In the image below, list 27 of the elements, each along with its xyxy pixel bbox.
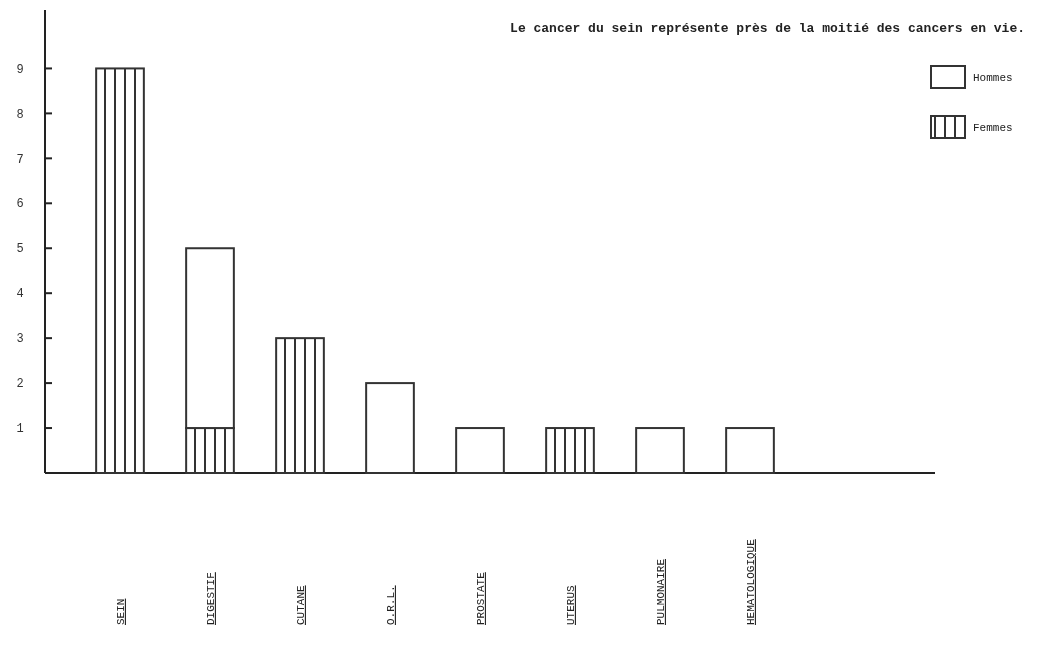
y-tick-label: 1 [16,422,24,437]
y-tick-label: 3 [16,332,24,347]
x-tick-label: UTERUS [564,584,577,625]
legend-label: Hommes [973,71,1013,84]
x-tick-label: O.R.L. [384,585,397,625]
x-tick-label: DIGESTIF [204,572,217,625]
text: Le cancer du sein représente près de la moitié des cancers en vie. [510,21,1025,36]
bar [455,427,505,474]
x-tick-label: CUTANE [294,584,307,625]
y-tick-label: 6 [16,197,24,212]
y-tick-label: 8 [16,107,24,122]
bar [725,427,775,474]
x-tick-label: SEIN [114,598,127,625]
bar [545,427,595,474]
x-tick-label: PULMONAIRE [654,558,667,625]
y-tick-label: 7 [16,152,24,167]
y-tick-label: 5 [16,242,24,257]
bar [95,67,145,474]
y-tick-label: 4 [16,287,24,302]
legend-label: Femmes [973,121,1013,134]
x-tick-label: HEMATOLOGIQUE [744,538,757,625]
bar [365,382,415,474]
x-tick-label: PROSTATE [474,571,487,625]
bar [635,427,685,474]
y-tick-label: 2 [16,377,24,392]
y-tick-label: 9 [16,62,24,77]
bar [275,337,325,474]
